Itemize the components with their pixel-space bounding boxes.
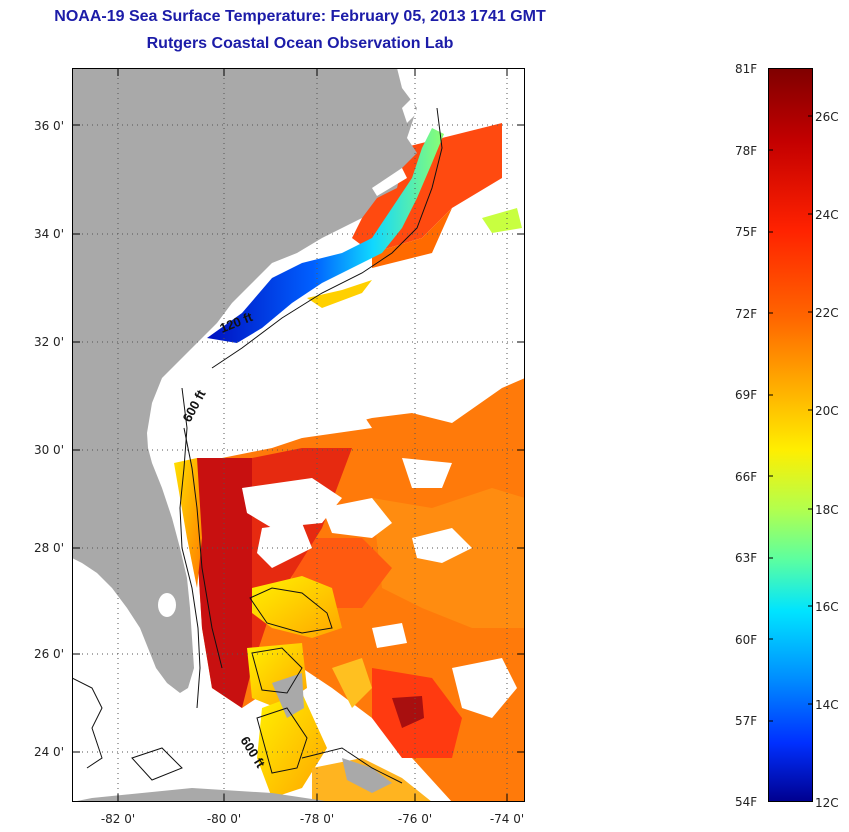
land-andros	[272, 673, 304, 718]
cbar-label-60f: 60F	[735, 633, 758, 647]
cold-coastal-band	[207, 128, 444, 343]
colorbar-gradient	[768, 68, 813, 802]
lon-label-76: -76 0'	[397, 812, 433, 826]
map-subtitle: Rutgers Coastal Ocean Observation Lab	[146, 35, 454, 52]
lat-label-26: 26 0'	[33, 647, 64, 661]
map-title: NOAA-19 Sea Surface Temperature: Februar…	[54, 8, 546, 25]
lat-lon-grid	[72, 68, 525, 802]
lon-label-78: -78 0'	[299, 812, 335, 826]
cbar-label-78f: 78F	[735, 144, 758, 158]
lat-label-36: 36 0'	[33, 119, 64, 133]
land-cuba	[72, 788, 332, 802]
temperature-colorbar	[768, 68, 813, 802]
cbar-label-69f: 69F	[735, 388, 758, 402]
lon-label-74: -74 0'	[489, 812, 525, 826]
lat-label-24: 24 0'	[33, 745, 64, 759]
cbar-label-57f: 57F	[735, 714, 758, 728]
cbar-label-81f: 81F	[735, 62, 758, 76]
cbar-label-24c: 24C	[815, 208, 839, 222]
lake-okeechobee	[158, 593, 176, 617]
lon-label-80: -80 0'	[206, 812, 242, 826]
cbar-label-16c: 16C	[815, 600, 839, 614]
land-islands	[342, 758, 392, 793]
cbar-label-26c: 26C	[815, 110, 839, 124]
sst-map: 120 ft 600 ft 600 ft	[72, 68, 525, 802]
cbar-label-14c: 14C	[815, 698, 839, 712]
lat-label-34: 34 0'	[33, 227, 64, 241]
lon-label-82: -82 0'	[100, 812, 136, 826]
land-mainland	[72, 68, 417, 693]
map-ticks	[72, 68, 525, 802]
cbar-label-18c: 18C	[815, 503, 839, 517]
cbar-label-12c: 12C	[815, 796, 839, 810]
cbar-label-72f: 72F	[735, 307, 758, 321]
cbar-label-75f: 75F	[735, 225, 758, 239]
cbar-label-66f: 66F	[735, 470, 758, 484]
colorbar-ticks	[768, 115, 813, 722]
cbar-label-20c: 20C	[815, 404, 839, 418]
cbar-label-22c: 22C	[815, 306, 839, 320]
lat-label-30: 30 0'	[33, 443, 64, 457]
lat-label-32: 32 0'	[33, 335, 64, 349]
lat-label-28: 28 0'	[33, 541, 64, 555]
cbar-label-54f: 54F	[735, 795, 758, 809]
cloud-patches	[242, 398, 517, 718]
map-frame	[72, 68, 525, 802]
cbar-label-63f: 63F	[735, 551, 758, 565]
